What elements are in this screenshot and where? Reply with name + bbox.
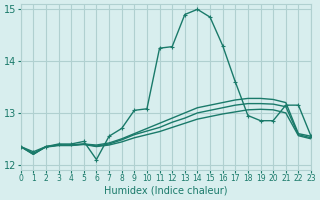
X-axis label: Humidex (Indice chaleur): Humidex (Indice chaleur) [104, 186, 228, 196]
